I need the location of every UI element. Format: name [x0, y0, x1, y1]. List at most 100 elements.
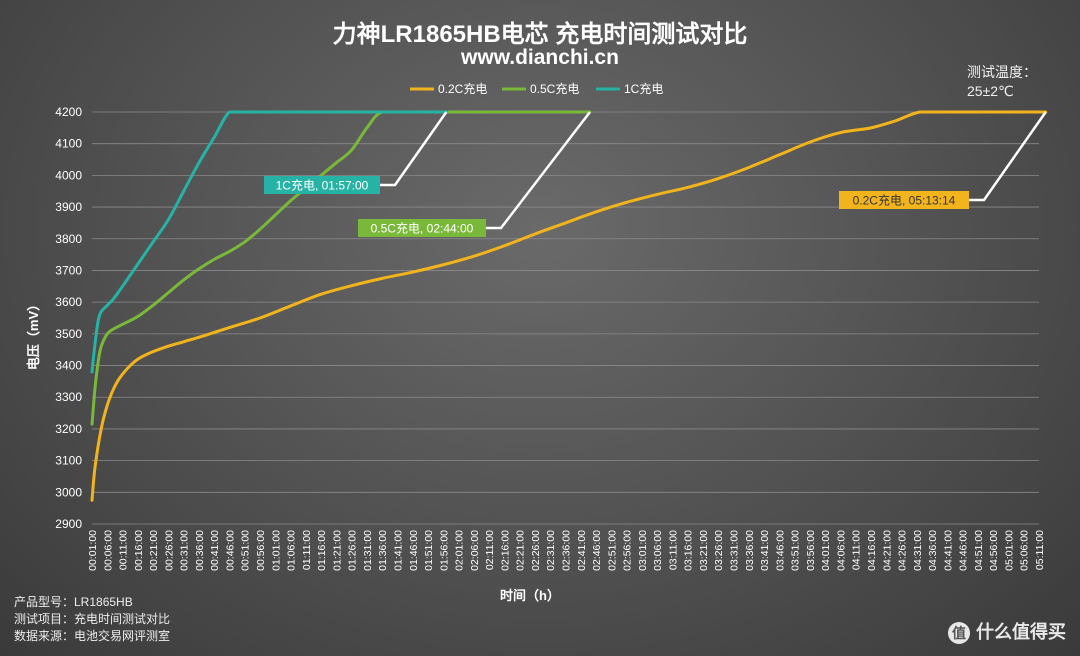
y-tick-label: 3700 — [55, 263, 82, 277]
x-tick-label: 01:41:00 — [392, 530, 404, 571]
legend-label: 0.2C充电 — [438, 81, 487, 96]
x-tick-label: 00:56:00 — [255, 530, 267, 571]
series-lines — [90, 110, 1048, 502]
temperature-value: 25±2℃ — [967, 83, 1014, 99]
grid — [92, 111, 1039, 525]
x-tick-label: 00:21:00 — [148, 530, 160, 571]
x-tick-label: 04:56:00 — [988, 530, 1000, 571]
x-tick-label: 02:16:00 — [499, 530, 511, 571]
annotations: 1C充电, 01:57:00 0.5C充电, 02:44:00 0.2C充电, 05… — [264, 111, 1047, 237]
x-tick-label: 01:11:00 — [301, 530, 313, 570]
x-tick-label: 00:26:00 — [163, 530, 175, 571]
x-tick-label: 02:41:00 — [576, 530, 588, 571]
y-tick-label: 3900 — [55, 200, 82, 214]
x-tick-label: 04:06:00 — [835, 530, 847, 571]
x-tick-label: 04:36:00 — [927, 530, 939, 571]
x-tick-label: 05:01:00 — [1003, 530, 1015, 571]
y-tick-labels: 2900 3000 3100 3200 3300 3400 3500 3600 3700 3800… — [55, 105, 82, 531]
x-tick-label: 03:06:00 — [652, 530, 664, 571]
x-tick-label: 02:36:00 — [561, 530, 573, 571]
y-tick-label: 3000 — [55, 485, 82, 499]
x-tick-label: 03:56:00 — [805, 530, 817, 571]
y-tick-label: 3600 — [55, 295, 82, 309]
y-tick-label: 4000 — [55, 168, 82, 182]
annotation-box — [358, 219, 486, 237]
x-tick-label: 05:06:00 — [1019, 530, 1031, 571]
annotation-leader — [969, 111, 1047, 202]
y-tick-label: 3800 — [55, 232, 82, 246]
legend: 0.2C充电 0.5C充电 1C充电 — [410, 81, 663, 96]
x-tick-label: 01:46:00 — [408, 530, 420, 571]
y-axis-label: 电压（mV） — [26, 298, 41, 370]
x-tick-label: 00:51:00 — [240, 530, 252, 571]
x-tick-label: 04:46:00 — [958, 530, 970, 571]
x-tick-label: 03:11:00 — [667, 530, 679, 570]
x-tick-label: 02:06:00 — [469, 530, 481, 571]
annotation-label: 0.2C充电, 05:13:14 — [853, 193, 956, 208]
annotation-label: 1C充电, 01:57:00 — [276, 178, 369, 193]
y-tick-label: 3400 — [55, 359, 82, 373]
x-tick-label: 01:31:00 — [362, 530, 374, 571]
x-tick-label: 04:16:00 — [866, 530, 878, 571]
smzdm-logo-icon: 值 — [948, 622, 970, 645]
x-tick-label: 01:16:00 — [316, 530, 328, 571]
x-tick-label: 00:41:00 — [209, 530, 221, 571]
annotation-leader — [380, 111, 448, 187]
x-tick-label: 01:56:00 — [438, 530, 450, 571]
series-line-0.5C — [90, 110, 592, 426]
series-line-1C — [90, 110, 448, 374]
x-tick-label: 04:21:00 — [881, 530, 893, 571]
x-tick-label: 00:46:00 — [224, 530, 236, 571]
y-tick-label: 2900 — [55, 517, 82, 531]
footer-test-item: 测试项目：充电时间测试对比 — [14, 612, 171, 626]
x-tick-label: 04:51:00 — [973, 530, 985, 571]
x-tick-label: 01:26:00 — [347, 530, 359, 571]
watermark-text: 什么值得买 — [976, 622, 1066, 642]
x-tick-label: 03:16:00 — [683, 530, 695, 571]
x-tick-label: 01:36:00 — [377, 530, 389, 571]
x-tick-label: 02:46:00 — [591, 530, 603, 571]
x-tick-label: 03:31:00 — [729, 530, 741, 571]
y-tick-label: 4200 — [55, 105, 82, 119]
x-tick-label: 02:26:00 — [530, 530, 542, 571]
x-tick-label: 01:21:00 — [331, 530, 343, 571]
x-tick-label: 04:01:00 — [820, 530, 832, 571]
x-tick-label: 00:01:00 — [87, 530, 99, 571]
legend-label: 0.5C充电 — [530, 81, 579, 96]
y-tick-label: 4100 — [55, 137, 82, 151]
annotation-label: 0.5C充电, 02:44:00 — [371, 221, 474, 236]
x-tick-label: 04:26:00 — [897, 530, 909, 571]
x-tick-label: 03:46:00 — [774, 530, 786, 571]
x-tick-label: 03:26:00 — [713, 530, 725, 571]
chart-title: 力神LR1865HB电芯 充电时间测试对比 — [332, 21, 748, 48]
chart-subtitle: www.dianchi.cn — [461, 46, 619, 69]
x-tick-label: 00:31:00 — [179, 530, 191, 571]
legend-label: 1C充电 — [624, 81, 663, 96]
x-tick-label: 00:11:00 — [118, 530, 130, 570]
x-tick-label: 02:56:00 — [622, 530, 634, 571]
annotation-leader — [486, 111, 591, 230]
x-tick-label: 02:01:00 — [454, 530, 466, 571]
x-tick-label: 02:31:00 — [545, 530, 557, 571]
x-tick-labels: 00:01:00 00:06:00 00:11:00 00:16:00 00:21:00… — [87, 530, 1046, 571]
x-tick-label: 03:01:00 — [637, 530, 649, 571]
y-tick-label: 3100 — [55, 454, 82, 468]
x-tick-label: 02:21:00 — [515, 530, 527, 571]
footer-source: 数据来源：电池交易网评测室 — [14, 629, 171, 643]
x-tick-label: 03:51:00 — [790, 530, 802, 571]
series-line-0.2C — [90, 110, 1048, 502]
x-tick-label: 04:41:00 — [942, 530, 954, 571]
y-tick-label: 3300 — [55, 390, 82, 404]
x-tick-label: 03:36:00 — [744, 530, 756, 571]
footer-model: 产品型号：LR1865HB — [14, 595, 133, 609]
annotation-box — [839, 191, 969, 209]
x-tick-label: 02:51:00 — [606, 530, 618, 571]
x-tick-label: 00:06:00 — [102, 530, 114, 571]
x-tick-label: 04:11:00 — [851, 530, 863, 570]
temperature-label: 测试温度： — [967, 64, 1037, 80]
x-tick-label: 00:16:00 — [133, 530, 145, 571]
watermark: 值什么值得买 — [948, 618, 1066, 645]
x-tick-label: 02:11:00 — [484, 530, 496, 570]
x-tick-label: 01:06:00 — [286, 530, 298, 571]
